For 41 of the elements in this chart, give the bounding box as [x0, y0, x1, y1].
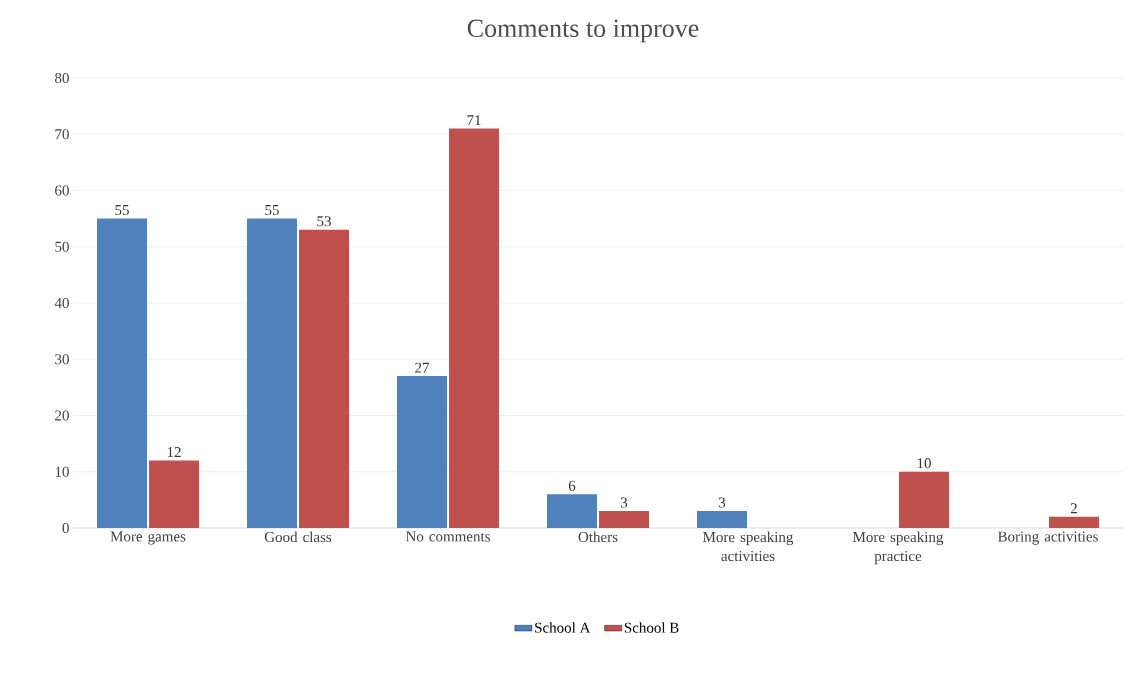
y-tick-label: 80: [55, 72, 69, 84]
data-label: 53: [317, 216, 331, 227]
data-label: 3: [718, 497, 726, 508]
y-tick-label: 50: [55, 241, 69, 252]
x-tick-label: Others: [578, 531, 618, 543]
bar: [546, 494, 597, 528]
y-tick-label: 0: [62, 522, 69, 534]
bar: [246, 218, 297, 528]
data-label: 71: [467, 115, 481, 126]
bar: [448, 128, 499, 528]
y-tick-label: 30: [55, 354, 69, 365]
bar: [1048, 516, 1099, 528]
legend-label: School B: [624, 622, 679, 633]
y-tick-label: 60: [55, 185, 69, 196]
y-tick-label: 10: [55, 466, 69, 477]
bar: [598, 511, 649, 528]
bar: [299, 229, 349, 528]
bar: [396, 376, 447, 528]
data-label: 12: [167, 447, 181, 457]
bar: [696, 511, 747, 528]
bar: [898, 471, 949, 528]
bar: [149, 460, 199, 528]
legend-label: School A: [535, 622, 591, 633]
data-label: 55: [265, 205, 279, 216]
data-label: 6: [568, 480, 576, 491]
x-tick-label: More speaking activities: [703, 531, 794, 562]
data-label: 55: [115, 205, 129, 216]
data-label: 2: [1070, 503, 1077, 514]
data-label: 10: [917, 458, 931, 469]
data-label: 27: [415, 362, 430, 373]
chart-title: Comments to improve: [467, 19, 699, 43]
x-tick-label: Boring activities: [998, 531, 1098, 545]
bar: [97, 218, 147, 528]
x-tick-label: No comments: [405, 531, 490, 542]
x-tick-label: More speaking practice: [853, 531, 944, 565]
y-tick-label: 20: [55, 410, 69, 421]
data-label: 3: [620, 497, 628, 508]
y-tick-label: 70: [55, 129, 69, 140]
y-tick-label: 40: [54, 297, 69, 309]
x-tick-label: Good class: [264, 531, 332, 543]
x-tick-label: More games: [110, 531, 186, 545]
